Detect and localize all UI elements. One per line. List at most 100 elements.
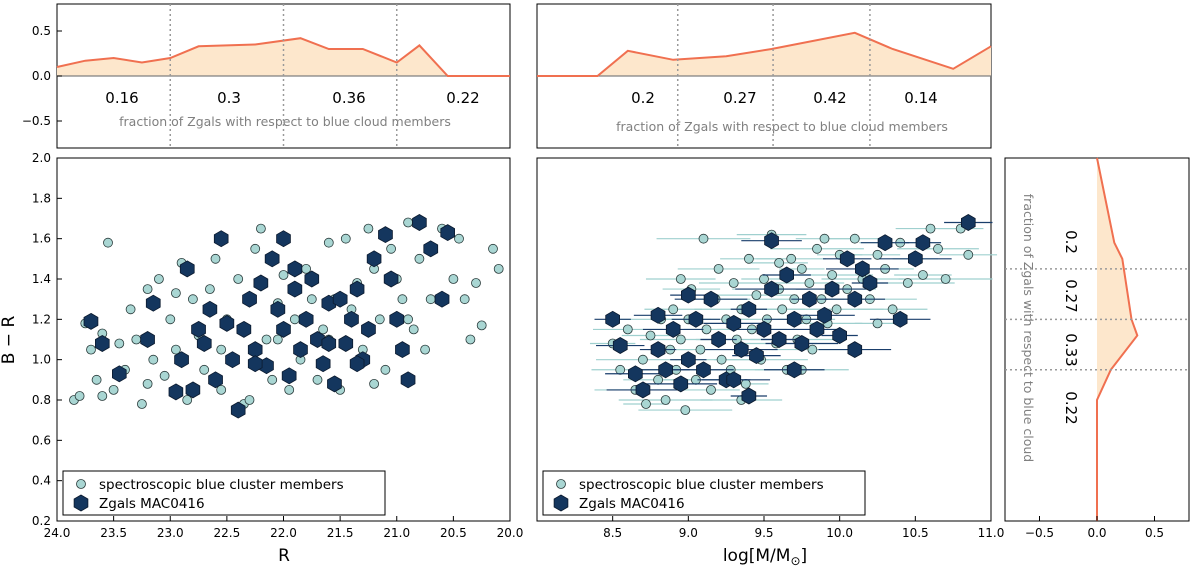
zgal-point-3-31 <box>855 260 870 278</box>
xtick-label-2-2: 23.0 <box>157 526 184 540</box>
zgal-point-2-44 <box>400 371 416 389</box>
zgal-point-2-32 <box>327 375 342 393</box>
member-point-2-38 <box>284 384 295 395</box>
member-point-2-65 <box>448 274 459 284</box>
member-point-3-68 <box>933 243 943 254</box>
zgal-point-2-48 <box>440 224 456 242</box>
member-point-3-18 <box>695 344 706 355</box>
member-point-2-37 <box>278 270 289 280</box>
zgal-point-2-21 <box>264 250 280 268</box>
bin-fraction-1-0: 0.2 <box>631 89 655 107</box>
member-point-3-54 <box>831 304 842 315</box>
zgal-point-2-12 <box>213 230 229 248</box>
bin-fraction-1-2: 0.42 <box>813 89 846 107</box>
member-point-2-33 <box>255 223 266 234</box>
member-point-2-34 <box>261 334 272 345</box>
member-point-3-69 <box>940 274 951 284</box>
member-point-3-67 <box>925 223 936 234</box>
member-point-3-1 <box>615 364 626 375</box>
bin-fraction-1-3: 0.14 <box>904 89 937 107</box>
zgal-point-2-53 <box>349 355 365 373</box>
member-point-2-18 <box>170 344 181 355</box>
zgal-point-2-25 <box>287 280 303 298</box>
hist-line-0 <box>56 37 510 77</box>
zgal-point-2-33 <box>332 290 348 308</box>
member-point-3-51 <box>819 233 830 244</box>
xtick-label-2-1: 23.5 <box>100 526 127 540</box>
member-point-2-60 <box>408 324 419 335</box>
member-point-2-10 <box>125 304 136 315</box>
member-point-3-9 <box>660 395 671 405</box>
member-point-2-14 <box>148 354 159 365</box>
member-point-2-70 <box>476 320 487 331</box>
member-point-2-61 <box>414 253 425 264</box>
member-point-2-35 <box>267 374 278 385</box>
side-right-note: fraction of Zgals with respect to blue c… <box>1021 194 1036 462</box>
member-point-2-58 <box>397 294 408 305</box>
member-point-2-56 <box>386 243 397 254</box>
member-point-2-15 <box>153 274 164 284</box>
zgal-point-2-35 <box>344 310 359 328</box>
zgal-point-2-26 <box>293 341 308 359</box>
xtick-label-2-3: 22.5 <box>214 526 241 540</box>
zgal-point-2-2 <box>112 365 127 383</box>
ytick-label-2-5: 1.2 <box>32 312 51 326</box>
zgal-point-2-22 <box>270 300 286 318</box>
bin-fraction-0-1: 0.3 <box>217 89 241 107</box>
member-point-2-23 <box>199 364 210 375</box>
side-xtick-label-0: −0.5 <box>1025 526 1054 540</box>
zgal-point-3-4 <box>650 341 666 359</box>
zgal-point-3-10 <box>696 361 711 379</box>
member-point-3-62 <box>887 304 898 315</box>
legend-marker-zgal-3 <box>553 494 569 512</box>
zgal-point-2-14 <box>225 351 240 369</box>
zgal-point-2-41 <box>383 270 399 288</box>
zgal-point-3-0 <box>605 310 620 328</box>
member-point-2-76 <box>216 344 227 355</box>
member-point-2-54 <box>374 314 385 325</box>
hist-line-1 <box>537 31 992 77</box>
zgal-point-2-43 <box>395 341 410 359</box>
top-left-note: fraction of Zgals with respect to blue c… <box>119 114 451 129</box>
xtick-label-3-5: 11.0 <box>978 526 1005 540</box>
zgal-point-2-18 <box>247 341 263 359</box>
ytick-label-2-2: 0.6 <box>32 433 51 447</box>
member-point-3-71 <box>963 249 974 260</box>
y-axis-label-B-R: B − R <box>0 316 19 365</box>
zgal-point-3-30 <box>847 290 863 308</box>
zgal-point-3-33 <box>877 234 893 252</box>
zgal-point-3-22 <box>786 310 802 328</box>
zgal-point-3-24 <box>802 290 817 308</box>
member-point-2-81 <box>403 314 414 325</box>
member-point-3-66 <box>918 270 928 280</box>
member-point-3-27 <box>728 278 739 288</box>
zgal-point-2-28 <box>304 270 320 288</box>
zgal-point-2-39 <box>366 250 382 268</box>
zgal-point-3-29 <box>839 250 855 268</box>
side-xtick-label-2: 0.5 <box>1145 526 1164 540</box>
zgal-point-3-36 <box>915 234 931 252</box>
member-point-2-55 <box>380 364 391 375</box>
zgal-point-3-15 <box>734 341 749 359</box>
x-axis-label-mass: log[M/M⊙] <box>723 546 807 568</box>
member-point-2-74 <box>142 378 153 389</box>
zgal-point-2-45 <box>412 214 427 231</box>
xtick-label-3-3: 10.0 <box>826 526 853 540</box>
xtick-label-3-2: 9.5 <box>754 526 773 540</box>
member-point-3-4 <box>638 354 648 365</box>
xtick-label-3-1: 9.0 <box>679 526 698 540</box>
ytick-label-2-6: 1.4 <box>32 272 51 286</box>
member-point-2-11 <box>131 334 142 345</box>
member-point-3-45 <box>796 263 807 274</box>
member-point-3-40 <box>777 304 788 315</box>
xtick-label-3-4: 10.5 <box>902 526 929 540</box>
member-point-2-7 <box>108 384 119 395</box>
zgal-point-3-28 <box>832 327 847 344</box>
side-xtick-label-1: 0.0 <box>1087 526 1106 540</box>
zgal-point-2-4 <box>145 294 161 312</box>
bin-fraction-0-2: 0.36 <box>332 89 365 107</box>
legend-label-zgal-2: Zgals MAC0416 <box>99 496 205 512</box>
member-point-2-21 <box>187 294 198 305</box>
zgal-point-3-35 <box>908 250 923 268</box>
